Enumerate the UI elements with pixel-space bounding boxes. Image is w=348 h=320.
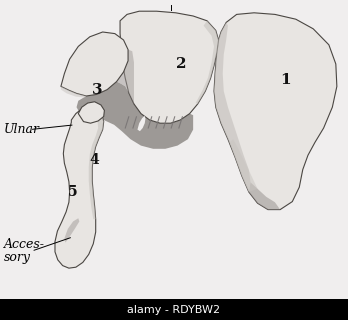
Text: 1: 1 [280,73,291,87]
Polygon shape [89,106,104,219]
Polygon shape [64,218,79,243]
Text: 2: 2 [176,57,186,71]
Polygon shape [77,82,193,149]
Polygon shape [120,11,219,123]
Bar [0,299,348,320]
Polygon shape [61,32,128,96]
Text: 5: 5 [68,185,78,199]
Polygon shape [78,102,104,123]
Text: 3: 3 [92,83,103,97]
Polygon shape [137,116,145,131]
Polygon shape [196,21,219,104]
Text: Ulnar: Ulnar [3,123,39,136]
Polygon shape [61,86,86,98]
Polygon shape [117,50,134,104]
Polygon shape [214,13,337,210]
Text: 4: 4 [89,153,99,167]
Text: sory: sory [3,251,31,264]
Polygon shape [230,139,258,192]
Text: Acces-: Acces- [3,238,45,251]
Text: alamy - RDYBW2: alamy - RDYBW2 [127,305,221,315]
Polygon shape [249,182,280,210]
Polygon shape [214,22,251,192]
Polygon shape [55,106,104,268]
